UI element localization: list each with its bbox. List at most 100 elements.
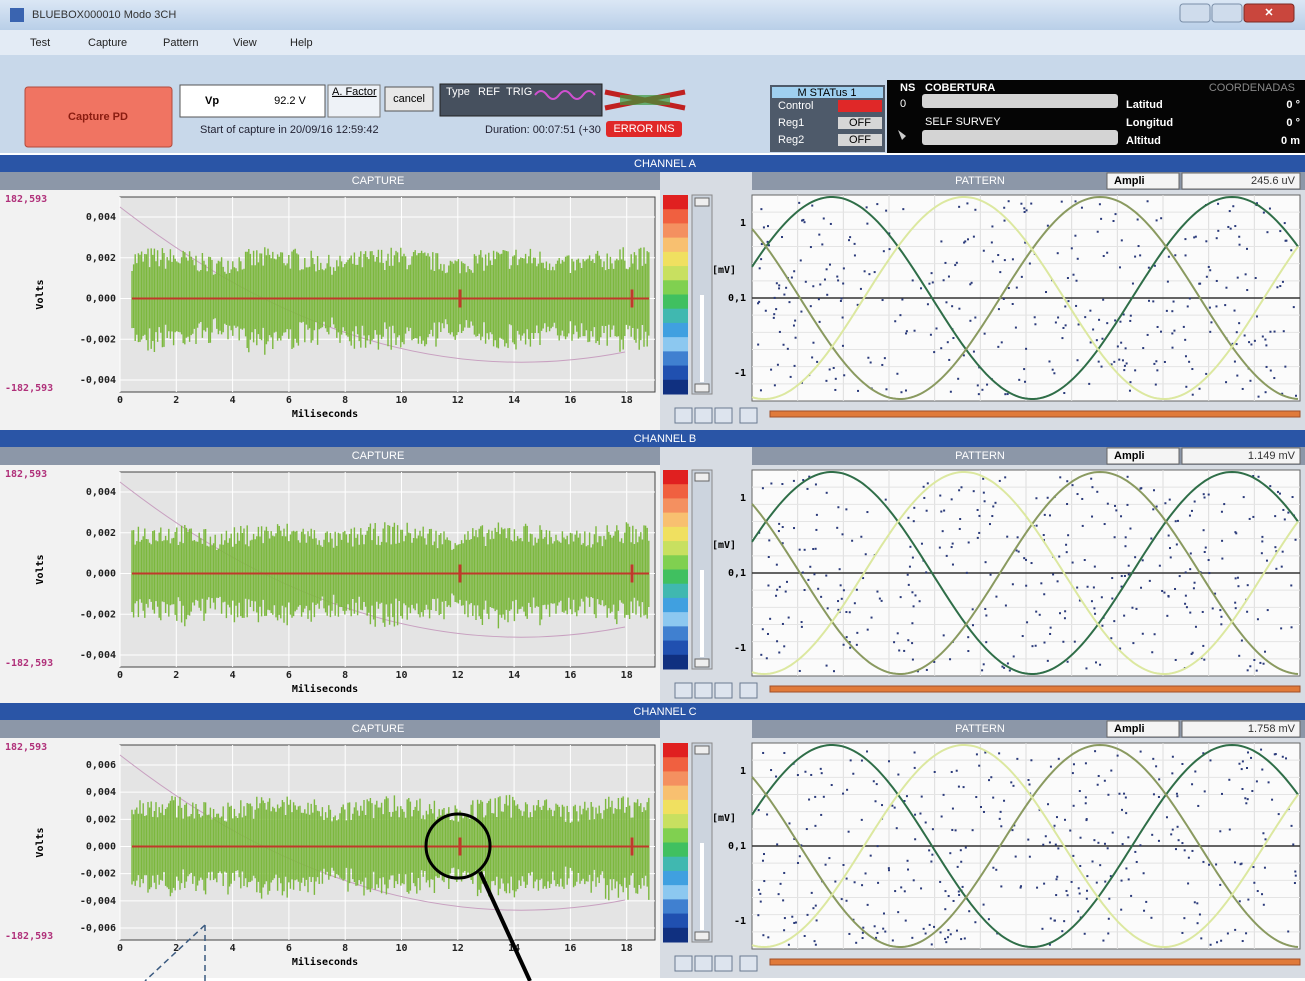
close-button[interactable] [1243,3,1295,23]
pattern-dot [775,308,778,311]
pattern-dot [992,796,995,799]
pattern-dot [845,636,848,639]
player-button[interactable] [674,682,693,699]
pattern-dot [768,539,771,542]
pattern-dot [958,205,961,208]
player-button[interactable] [739,955,758,972]
player-button[interactable] [739,407,758,424]
pattern-dot [799,259,802,262]
ampli-label: Ampli [1114,450,1145,462]
menu-item[interactable]: Test [30,37,50,49]
pattern-dot [842,589,845,592]
pattern-dot [1003,206,1006,209]
player-button[interactable] [739,682,758,699]
colorbar-cell [663,337,688,352]
pattern-dot [1256,890,1259,893]
pattern-dot [1196,922,1199,925]
pattern-dot [950,498,953,501]
capture-button[interactable] [24,86,173,148]
pattern-dot [1293,882,1296,885]
pattern-dot [1275,550,1278,553]
pattern-dot [913,329,916,332]
close-icon: ✕ [1264,7,1273,19]
pattern-dot [1058,555,1061,558]
pattern-dot [1054,843,1057,846]
colorbar-cell [663,280,688,295]
minimize-button[interactable] [1179,3,1211,23]
pattern-dot [1262,211,1265,214]
player-button[interactable] [694,407,713,424]
pattern-dot [995,595,998,598]
pattern-dot [944,890,947,893]
slider-thumb[interactable] [694,931,710,941]
pattern-dot [766,240,769,243]
slider-thumb[interactable] [694,658,710,668]
slider-top[interactable] [694,197,710,207]
pattern-dot [1235,343,1238,346]
pattern-dot [1141,632,1144,635]
pattern-dot [818,320,821,323]
pattern-dot [972,235,975,238]
pattern-dot [1214,592,1217,595]
pattern-dot [1023,380,1026,383]
pattern-dot [1228,210,1231,213]
colorbar-cell [663,308,688,324]
status-control: Control [778,100,813,112]
pattern-dot [1181,931,1184,934]
pattern-dot [1142,872,1145,875]
pattern-dot [783,751,786,754]
player-button[interactable] [674,407,693,424]
pattern-dot [810,891,813,894]
pattern-dot [1245,247,1248,250]
pattern-dot [1167,534,1170,537]
pattern-dot [955,261,958,264]
menu-item[interactable]: Capture [88,37,127,49]
slider-thumb[interactable] [694,383,710,393]
slider-top[interactable] [694,745,710,755]
cancel-button[interactable] [384,86,434,112]
menu-item[interactable]: Pattern [163,37,198,49]
pattern-dot [893,641,896,644]
pattern-dot [1106,847,1109,850]
pattern-dot [801,571,804,574]
pattern-dot [830,784,833,787]
y-range-bottom: -182,593 [5,658,53,669]
capture-button-label[interactable]: Capture PD [68,111,128,123]
control-state [838,100,882,112]
pattern-dot [770,482,773,485]
pattern-dot [959,849,962,852]
player-button[interactable] [674,955,693,972]
player-button[interactable] [714,682,733,699]
player-button[interactable] [694,682,713,699]
pattern-dot [812,341,815,344]
x-tick-label: 8 [342,395,348,406]
y-range-bottom: -182,593 [5,383,53,394]
x-tick-label: 10 [395,943,407,954]
maximize-button[interactable] [1211,3,1243,23]
capture-header [0,447,660,465]
pattern-dot [1243,334,1246,337]
pattern-dot [1245,766,1248,769]
cancel-label[interactable]: cancel [393,93,425,105]
pattern-dot [1055,894,1058,897]
player-button[interactable] [714,955,733,972]
slider-top[interactable] [694,472,710,482]
pattern-dot [1294,538,1297,541]
pattern-dot [1139,844,1142,847]
pattern-dot [1240,862,1243,865]
player-button[interactable] [714,407,733,424]
pattern-dot [1137,245,1140,248]
pattern-dot [983,500,986,503]
menu-item[interactable]: Help [290,37,313,49]
pattern-dot [1265,365,1268,368]
pattern-dot [1153,633,1156,636]
pattern-dot [855,588,858,591]
pattern-dot [952,899,955,902]
player-button[interactable] [694,955,713,972]
pattern-dot [1101,624,1104,627]
pattern-dot [823,278,826,281]
pattern-dot [1210,321,1213,324]
pattern-dot [763,880,766,883]
pattern-dot [843,374,846,377]
menu-item[interactable]: View [233,37,257,49]
